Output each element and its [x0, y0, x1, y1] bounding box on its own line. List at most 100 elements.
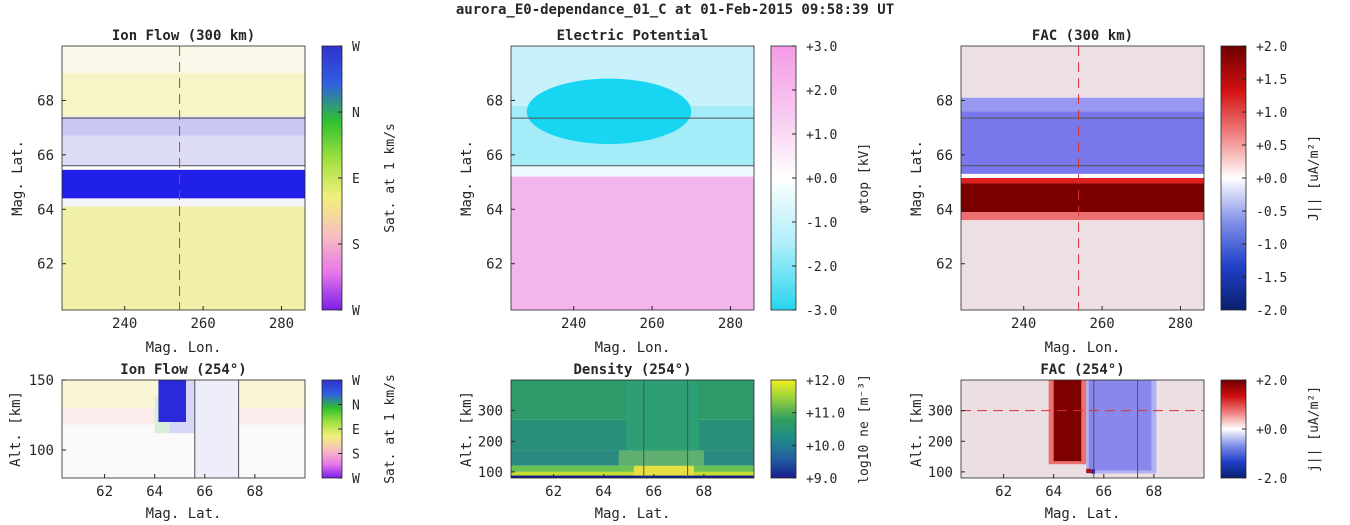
heatmap-band: [961, 178, 1204, 184]
colorbar-tick-label: E: [352, 172, 360, 187]
heatmap-band: [511, 475, 754, 478]
axes-frame: [61, 45, 306, 311]
x-tick-label: 280: [718, 316, 743, 332]
y-axis-label: Mag. Lat.: [909, 140, 925, 216]
y-tick-label: 68: [936, 93, 953, 109]
colorbar-tick-label: E: [352, 423, 360, 438]
heatmap-band: [62, 198, 305, 207]
x-axis-label: Mag. Lon.: [595, 340, 671, 356]
colorbar-tick-label: -0.5: [1256, 205, 1287, 220]
x-tick-label: 64: [146, 484, 163, 500]
heatmap-band: [62, 169, 305, 199]
y-tick-label: 64: [37, 202, 54, 218]
heatmap-cell: [1088, 380, 1152, 471]
heatmap-band: [62, 73, 305, 117]
colorbar-tick-label: W: [352, 40, 360, 55]
heatmap-cell: [194, 380, 239, 478]
fac-254-panel: 62 64 66 68 100 200 300 FAC (254°) Mag. Lat. Alt.…: [909, 362, 1322, 522]
y-tick-label: 100: [928, 465, 953, 481]
colorbar-label: J|| [uA/m²]: [1307, 135, 1322, 221]
heatmap-band: [961, 183, 1204, 213]
x-axis-label: Mag. Lat.: [595, 506, 671, 522]
x-tick-label: 280: [269, 316, 294, 332]
heatmap-band: [62, 165, 305, 170]
y-tick-label: 68: [37, 93, 54, 109]
x-tick-label: 66: [1095, 484, 1112, 500]
x-tick-label: 240: [1011, 316, 1036, 332]
ion-flow-300-panel: 240 260 280 62 64 66 68 Ion Flow (300 km) Mag. L…: [10, 28, 398, 356]
heatmap-cell: [618, 450, 704, 466]
colorbar: [1220, 45, 1247, 311]
plot-area: [961, 380, 1204, 478]
x-tick-label: 62: [545, 484, 562, 500]
heatmap-band: [511, 176, 754, 310]
x-tick-label: 62: [995, 484, 1012, 500]
x-tick-label: 260: [639, 316, 664, 332]
colorbar-tick-label: +1.0: [806, 128, 837, 143]
colorbar-tick-label: W: [352, 304, 360, 319]
panel-title: Ion Flow (254°): [120, 362, 246, 378]
colorbar-tick-label: N: [352, 399, 360, 414]
colorbar-tick-label: +9.0: [806, 472, 837, 487]
heatmap-cell: [1091, 469, 1096, 474]
y-tick-label: 62: [37, 257, 54, 273]
colorbar-tick-label: S: [352, 238, 360, 253]
colorbar-tick-label: -1.0: [806, 216, 837, 231]
x-axis-label: Mag. Lat.: [1045, 506, 1121, 522]
y-tick-label: 66: [486, 148, 503, 164]
colorbar-tick-label: +3.0: [806, 40, 837, 55]
colorbar-tick-label: -2.0: [1256, 304, 1287, 319]
heatmap-band: [62, 135, 305, 166]
y-tick-label: 200: [928, 434, 953, 450]
colorbar-label: Sat. at 1 km/s: [383, 374, 398, 484]
colorbar-tick-label: +11.0: [806, 407, 845, 422]
colorbar-label: Sat. at 1 km/s: [383, 123, 398, 233]
axes-frame: [960, 379, 1205, 479]
axes-frame: [510, 45, 755, 311]
colorbar: [770, 379, 797, 479]
heatmap-blob: [526, 78, 692, 144]
y-tick-label: 64: [486, 202, 503, 218]
heatmap-cell: [1053, 380, 1082, 462]
x-tick-label: 66: [645, 484, 662, 500]
colorbar-tick-label: -2.0: [1256, 472, 1287, 487]
colorbar-tick-label: +0.0: [1256, 423, 1287, 438]
colorbar-tick-label: +2.0: [1256, 374, 1287, 389]
colorbar-tick-label: +0.5: [1256, 139, 1287, 154]
x-tick-label: 64: [595, 484, 612, 500]
heatmap-band: [511, 165, 754, 177]
colorbar-label: j|| [uA/m²]: [1307, 386, 1322, 472]
colorbar-tick-label: +2.0: [806, 84, 837, 99]
heatmap-band: [961, 173, 1204, 178]
x-tick-label: 66: [196, 484, 213, 500]
colorbar-tick-label: +0.0: [1256, 172, 1287, 187]
colorbar-tick-label: +1.5: [1256, 73, 1287, 88]
y-tick-label: 66: [936, 148, 953, 164]
y-axis-label: Mag. Lat.: [10, 140, 26, 216]
ion-flow-254-panel: 62 64 66 68 100 150 Ion Flow (254°) Mag. Lat. Al…: [8, 362, 398, 522]
colorbar-tick-label: N: [352, 106, 360, 121]
heatmap-band: [62, 206, 305, 310]
y-tick-label: 200: [478, 434, 503, 450]
fac-300-panel: 240 260 280 62 64 66 68 FAC (300 km) Mag. Lon. Ma…: [909, 28, 1322, 356]
colorbar-label: log10 ne [m⁻³]: [857, 374, 872, 484]
x-tick-label: 68: [246, 484, 263, 500]
plot-area: [961, 46, 1204, 310]
colorbar-tick-label: S: [352, 448, 360, 463]
colorbar: [1220, 379, 1247, 479]
page-title: aurora_E0-dependance_01_C at 01-Feb-2015…: [455, 2, 895, 18]
x-tick-label: 68: [695, 484, 712, 500]
y-tick-label: 66: [37, 148, 54, 164]
panel-title: Density (254°): [573, 362, 691, 378]
colorbar-tick-label: +0.0: [806, 172, 837, 187]
heatmap-cell: [1086, 468, 1092, 474]
panel-title: FAC (300 km): [1032, 28, 1133, 44]
density-254-panel: 62 64 66 68 100 200 300 Density (254°) Mag. Lat.…: [459, 362, 872, 522]
colorbar-tick-label: +1.0: [1256, 106, 1287, 121]
plot-area: [511, 380, 754, 478]
y-axis-label: Alt. [km]: [909, 391, 925, 467]
y-tick-label: 100: [29, 443, 54, 459]
y-tick-label: 100: [478, 465, 503, 481]
colorbar-tick-label: -1.5: [1256, 271, 1287, 286]
heatmap-band: [62, 116, 305, 136]
